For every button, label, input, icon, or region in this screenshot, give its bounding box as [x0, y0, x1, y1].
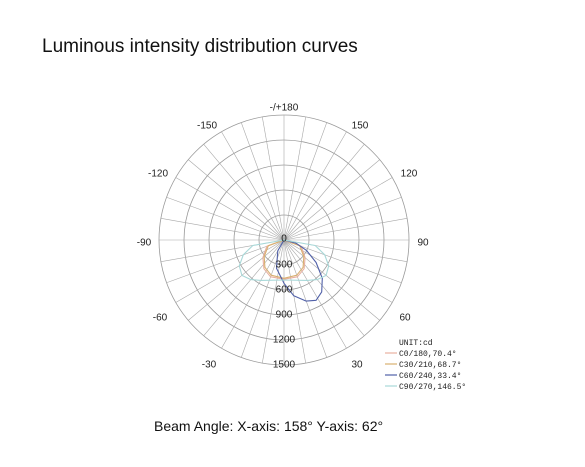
grid-spoke: [188, 159, 285, 241]
radial-tick-label: 1500: [273, 360, 296, 371]
grid-spoke: [261, 239, 285, 364]
angle-tick-label: 150: [352, 121, 369, 132]
grid-spoke: [283, 144, 365, 241]
intensity-curves: [238, 239, 330, 302]
grid-spoke: [166, 196, 285, 241]
angle-tick-label: -90: [137, 238, 152, 249]
angle-tick-label: -30: [202, 360, 217, 371]
grid-spoke: [221, 239, 285, 349]
grid-spoke: [261, 116, 285, 241]
angle-tick-label: 120: [401, 169, 418, 180]
grid-spoke: [203, 144, 285, 241]
angle-tick-label: 60: [399, 313, 411, 324]
radial-tick-label: 300: [276, 260, 293, 271]
angle-tick-label: -60: [153, 313, 168, 324]
angle-tick-label: -/+180: [270, 103, 299, 114]
grid-spoke: [283, 239, 347, 349]
series-curve: [262, 239, 306, 280]
beam-angle-caption: Beam Angle: X-axis: 158° Y-axis: 62°: [154, 418, 384, 434]
unit-label: UNIT:cd: [399, 339, 433, 348]
radial-tick-label: 600: [276, 285, 293, 296]
polar-grid: [158, 114, 410, 366]
grid-spoke: [175, 177, 285, 241]
angle-tick-label: -150: [197, 121, 217, 132]
grid-spoke: [283, 177, 393, 241]
grid-spoke: [160, 217, 285, 241]
grid-spoke: [283, 122, 328, 241]
grid-spoke: [203, 239, 285, 336]
grid-spoke: [283, 239, 328, 358]
grid-spoke: [188, 239, 285, 321]
grid-spoke: [283, 196, 402, 241]
grid-spoke: [283, 159, 380, 241]
grid-spoke: [283, 239, 380, 321]
legend: UNIT:cd C0/180,70.4° C30/210,68.7° C60/240,…: [385, 339, 466, 392]
legend-entry: C60/240,33.4°: [399, 372, 461, 381]
angle-tick-label: 30: [351, 360, 363, 371]
grid-spoke: [240, 122, 285, 241]
grid-spoke: [283, 239, 365, 336]
series-curve: [263, 239, 305, 279]
grid-spoke: [283, 131, 347, 241]
radial-tick-label: 900: [276, 310, 293, 321]
grid-spoke: [283, 239, 307, 364]
legend-entry: C30/210,68.7°: [399, 361, 461, 370]
radial-tick-label: 0: [281, 234, 287, 245]
series-curve: [238, 239, 330, 281]
grid-spoke: [221, 131, 285, 241]
legend-entry: C90/270,146.5°: [399, 383, 466, 392]
angle-tick-label: -120: [148, 169, 168, 180]
grid-spoke: [283, 116, 307, 241]
angle-tick-label: 90: [417, 238, 429, 249]
radial-tick-label: 1200: [273, 335, 296, 346]
axis-labels: -/+180-150 150-120 120-90 90-60 60-30 3003006…: [137, 103, 429, 371]
grid-spoke: [283, 217, 408, 241]
grid-spoke: [283, 239, 402, 284]
chart-title: Luminous intensity distribution curves: [42, 36, 358, 57]
legend-entry: C0/180,70.4°: [399, 350, 457, 359]
grid-spoke: [166, 239, 285, 284]
series-curve: [275, 239, 323, 302]
